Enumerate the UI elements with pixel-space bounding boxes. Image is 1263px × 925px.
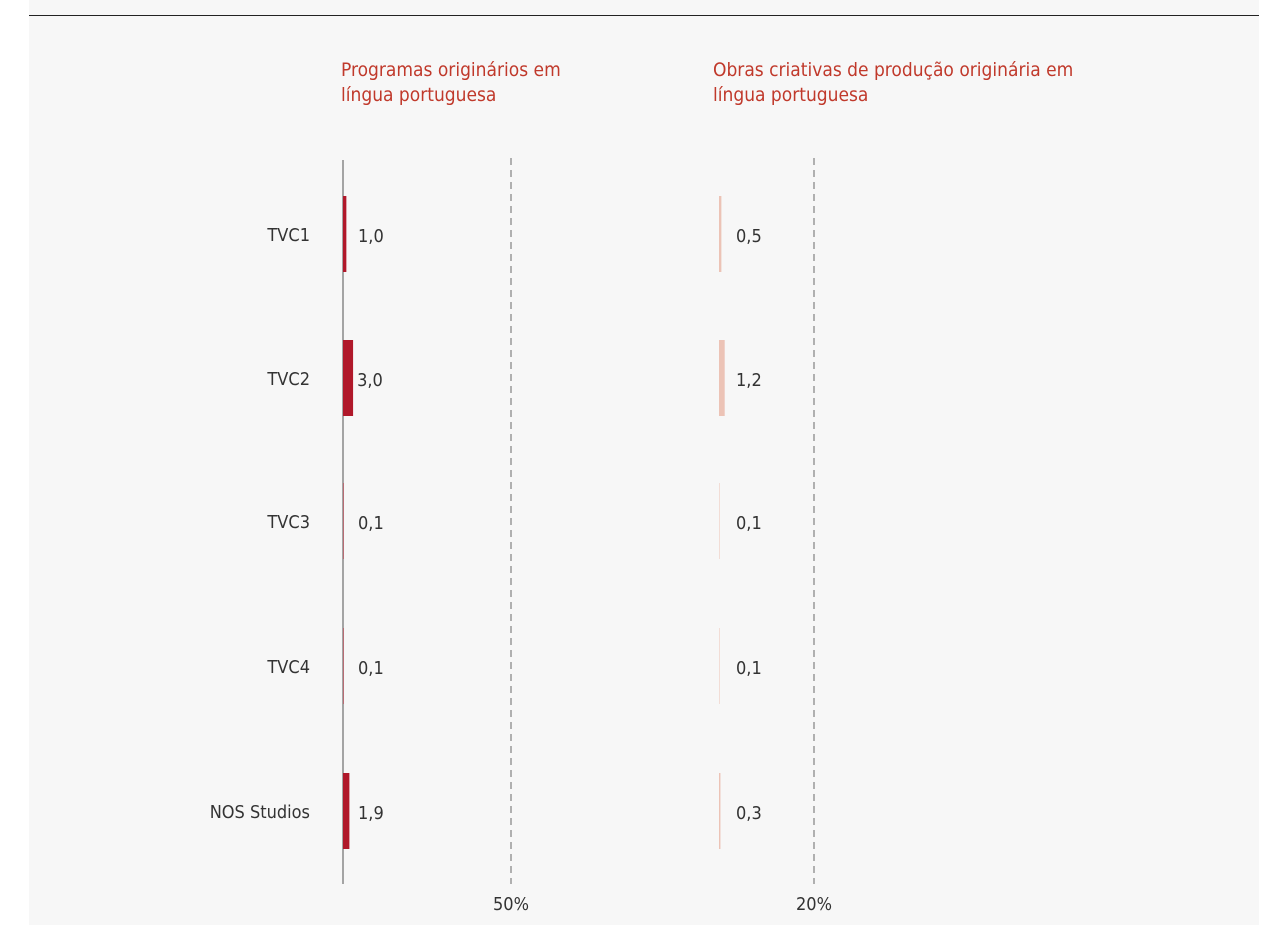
- category-label: TVC2: [266, 369, 310, 390]
- category-label: TVC1: [266, 225, 310, 246]
- bar: [719, 196, 722, 272]
- bar-value-label: 3,0: [357, 370, 383, 391]
- bar-value-label: 1,9: [358, 803, 384, 824]
- chart-background: [29, 0, 1259, 925]
- bar-value-label: 0,1: [358, 658, 384, 679]
- bar: [343, 340, 354, 416]
- bar: [343, 628, 344, 704]
- bar-value-label: 0,1: [736, 658, 762, 679]
- bar: [343, 196, 347, 272]
- panel-title: Obras criativas de produção originária e…: [713, 59, 1073, 106]
- reference-line-label: 50%: [493, 894, 529, 915]
- bar-value-label: 0,1: [358, 513, 384, 534]
- reference-line-label: 20%: [796, 894, 832, 915]
- panel-title-line: língua portuguesa: [341, 84, 496, 106]
- bar: [719, 628, 720, 704]
- category-label: TVC3: [266, 512, 310, 533]
- bar-value-label: 0,1: [736, 513, 762, 534]
- bar: [719, 340, 725, 416]
- panel-title-line: Programas originários em: [341, 59, 561, 81]
- top-divider: [29, 15, 1259, 16]
- panel-title-line: Obras criativas de produção originária e…: [713, 59, 1073, 81]
- bar-value-label: 1,2: [736, 370, 762, 391]
- bar: [719, 483, 720, 559]
- bar: [343, 773, 350, 849]
- bar: [719, 773, 721, 849]
- bar-value-label: 0,5: [736, 226, 762, 247]
- panel-title: Programas originários em língua portugues…: [341, 59, 561, 106]
- category-label: TVC4: [266, 657, 310, 678]
- panel-title-line: língua portuguesa: [713, 84, 868, 106]
- bar: [343, 483, 344, 559]
- category-label: NOS Studios: [210, 802, 310, 823]
- bar-value-label: 0,3: [736, 803, 762, 824]
- bar-value-label: 1,0: [358, 226, 384, 247]
